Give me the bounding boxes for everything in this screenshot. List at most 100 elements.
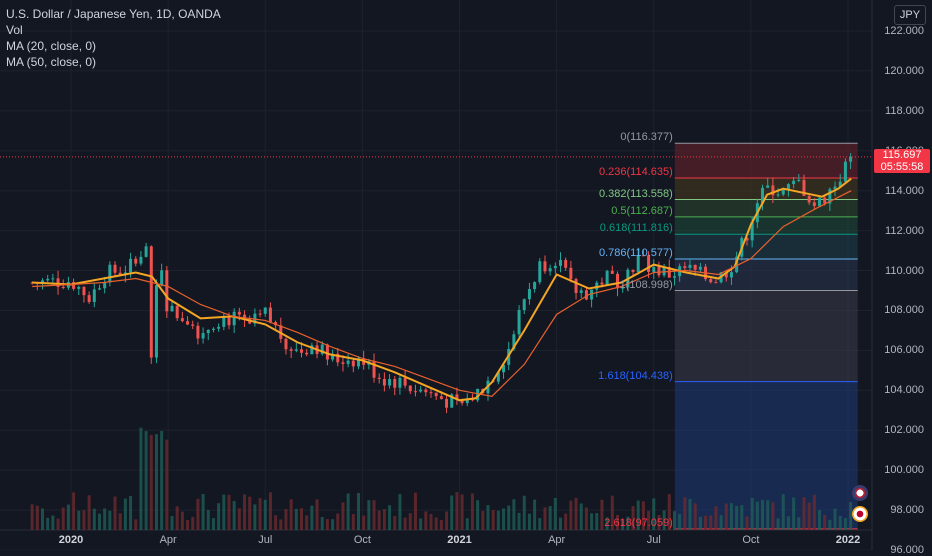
candle-body — [56, 278, 60, 288]
volume-bar — [351, 514, 355, 530]
volume-bar — [139, 427, 143, 530]
candle-body — [46, 278, 50, 281]
volume-bar — [481, 510, 485, 530]
volume-bar — [455, 492, 459, 530]
candle-body — [569, 267, 573, 280]
y-tick-label: 108.000 — [884, 304, 924, 317]
fib-zone — [674, 290, 858, 382]
candle-body — [615, 273, 619, 289]
candle-body — [621, 287, 625, 289]
candle-body — [662, 267, 666, 276]
volume-bar — [533, 499, 537, 530]
volume-bar — [595, 513, 599, 530]
volume-bar — [792, 497, 796, 530]
volume-bar — [289, 499, 293, 530]
countdown-timer: 05:55:58 — [880, 160, 924, 173]
volume-bar — [186, 519, 190, 530]
candle-body — [263, 307, 267, 314]
volume-bar — [543, 507, 547, 530]
candle-body — [533, 282, 537, 290]
candle-body — [186, 321, 190, 325]
volume-bar — [579, 503, 583, 530]
volume-bar — [704, 515, 708, 530]
candle-body — [237, 311, 241, 315]
volume-bar — [719, 515, 723, 530]
volume-bar — [465, 518, 469, 530]
candle-body — [341, 362, 345, 364]
legend-ma50[interactable]: MA (50, close, 0) — [6, 55, 97, 69]
legend-volume[interactable]: Vol — [6, 23, 23, 37]
volume-bar — [175, 506, 179, 530]
volume-bar — [356, 492, 360, 530]
candle-body — [683, 266, 687, 268]
candle-body — [843, 161, 847, 182]
fib-level-label: 0.236(114.635) — [598, 166, 673, 179]
volume-bar — [346, 493, 350, 530]
volume-bar — [486, 505, 490, 530]
candle-body — [388, 379, 392, 386]
volume-bar — [476, 500, 480, 530]
volume-bar — [755, 501, 759, 530]
volume-bar — [527, 513, 531, 530]
volume-bar — [584, 507, 588, 530]
volume-bar — [227, 494, 231, 530]
fib-level-label: 0.786(110.577) — [598, 247, 673, 260]
candle-body — [636, 255, 640, 273]
volume-bar — [129, 495, 133, 530]
candle-body — [849, 156, 853, 162]
candle-body — [97, 288, 101, 290]
volume-bar — [372, 500, 376, 530]
volume-bar — [253, 504, 257, 530]
volume-bar — [66, 504, 70, 530]
fib-zone — [674, 216, 858, 235]
symbol-title[interactable]: U.S. Dollar / Japanese Yen, 1D, OANDA — [6, 7, 221, 21]
volume-bar — [149, 434, 153, 530]
volume-bar — [786, 516, 790, 530]
candle-body — [517, 310, 521, 335]
candle-body — [424, 389, 428, 393]
candle-body — [584, 290, 588, 300]
volume-bar — [341, 502, 345, 530]
candle-body — [201, 333, 205, 339]
volume-bar — [559, 517, 563, 530]
volume-bar — [315, 499, 319, 530]
candle-body — [413, 391, 417, 393]
us-flag-icon[interactable] — [852, 485, 868, 501]
legend-ma20[interactable]: MA (20, close, 0) — [6, 39, 97, 53]
candle-body — [579, 290, 583, 293]
volume-bar — [367, 500, 371, 530]
candle-body — [693, 264, 697, 270]
volume-bar — [325, 519, 329, 530]
candle-body — [771, 185, 775, 196]
candle-body — [465, 398, 469, 404]
candle-body — [786, 184, 790, 190]
fib-zone — [674, 143, 858, 179]
volume-bar — [429, 513, 433, 530]
candle-body — [403, 377, 407, 386]
volume-bar — [735, 505, 739, 530]
candle-body — [191, 324, 195, 326]
currency-button[interactable]: JPY — [894, 5, 926, 25]
x-tick-label: 2020 — [58, 534, 84, 546]
x-tick-label: Oct — [742, 534, 760, 546]
candle-body — [781, 189, 785, 195]
volume-bar — [797, 517, 801, 530]
volume-bar — [35, 505, 39, 530]
volume-bar — [460, 494, 464, 530]
fib-level-label: 2.618(97.059) — [604, 516, 673, 529]
volume-bar — [77, 510, 81, 530]
candle-body — [641, 255, 645, 257]
candle-body — [393, 379, 397, 388]
candle-body — [398, 377, 402, 388]
candle-body — [72, 282, 76, 289]
volume-bar — [243, 494, 247, 530]
jp-flag-icon[interactable] — [852, 506, 868, 522]
candle-body — [647, 255, 651, 272]
candle-body — [92, 289, 96, 302]
candle-body — [429, 392, 433, 394]
candle-body — [118, 272, 122, 275]
candle-body — [310, 345, 314, 355]
y-tick-label: 120.000 — [884, 64, 924, 77]
candle-body — [51, 278, 55, 280]
